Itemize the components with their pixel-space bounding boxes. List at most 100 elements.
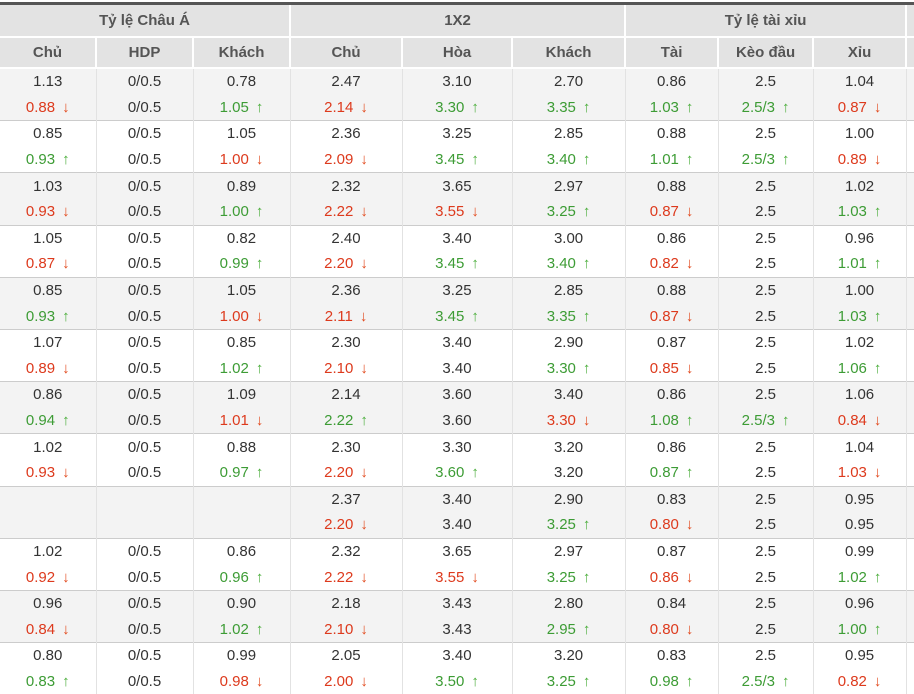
trend-down-icon: ↓ [360,98,368,116]
odds-value: 1.01 [837,255,867,273]
odds-value: 0.99 [226,647,257,665]
odds-value: 3.35 [546,307,576,325]
table-edge-spacer [906,328,914,356]
odds-value: 3.45 [435,151,465,169]
odds-cell: 1.00 ↓ [193,146,291,173]
odds-cell: 0.87 ↑ [625,459,719,486]
odds-value: 0.96 [844,229,875,247]
odds-cell: 3.45 ↑ [402,303,513,330]
odds-cell: 1.03 ↓ [813,459,907,486]
odds-cell: 3.25 [402,120,513,147]
odds-cell: 0.88 [193,433,291,460]
odds-cell: 0/0.5 [96,668,194,694]
odds-value: 1.03 [33,177,63,195]
odds-value: 2.5 [755,307,776,325]
odds-cell: 2.85 [512,276,626,304]
table-edge-spacer [906,459,914,486]
odds-cell: 0.87 ↓ [625,198,719,226]
odds-cell [0,485,97,513]
odds-cell: 1.05 [193,120,291,147]
odds-value: 0.82 [226,229,257,247]
odds-cell: 3.40 ↑ [512,146,626,173]
odds-value: 3.55 [435,568,465,586]
odds-row-line: 0.93 ↑ 0/0.5 1.00 ↓ 2.11 ↓ 3.45 ↑ 3.35 ↑ 0.87 ↓ 2.5 1.… [0,303,914,330]
odds-value: 1.06 [837,359,867,377]
odds-value: 2.5 [755,177,776,195]
odds-cell: 0.90 [193,589,291,617]
odds-value: 0/0.5 [127,647,162,665]
odds-value: 1.02 [219,359,249,377]
odds-cell: 3.35 ↑ [512,303,626,330]
odds-cell: 0/0.5 [96,616,194,643]
odds-cell: 0.82 ↓ [813,668,907,694]
odds-value: 0.83 [25,672,56,690]
odds-cell [96,512,194,539]
odds-cell: 2.36 [290,276,403,304]
odds-value: 0/0.5 [127,568,162,586]
odds-cell: 3.40 [402,328,513,356]
odds-cell: 0/0.5 [96,67,194,95]
odds-value: 0.99 [844,542,875,560]
odds-value: 2.5 [755,386,776,404]
odds-cell: 0.80 [0,642,97,669]
odds-value: 2.5 [755,229,776,247]
col-header-under: Xỉu [813,37,908,69]
odds-value: 0.88 [656,177,687,195]
trend-down-icon: ↓ [360,672,368,690]
odds-value: 3.60 [442,412,472,430]
table-edge-spacer [906,537,914,565]
odds-value: 1.02 [837,568,867,586]
trend-up-icon: ↑ [873,307,882,325]
odds-cell: 0.87 [625,537,719,565]
trend-up-icon: ↑ [471,464,479,482]
odds-row-line: 1.02 0/0.5 0.86 2.32 3.65 2.97 0.87 2.5 0.99 [0,537,914,565]
odds-value: 1.05 [226,282,257,300]
odds-cell: 3.10 [402,67,513,95]
odds-value: 2.11 [324,307,353,325]
group-header-asian-odds: Tỷ lệ Châu Á [0,3,292,38]
odds-cell: 3.40 [402,642,513,669]
trend-up-icon: ↑ [255,464,264,482]
odds-value: 1.01 [649,151,679,169]
odds-value: 2.97 [553,542,584,560]
table-edge-spacer [906,172,914,199]
odds-value: 0.88 [226,438,257,456]
odds-cell: 2.70 [512,67,626,95]
odds-value: 3.60 [442,386,472,404]
odds-cell: 2.22 ↑ [290,407,403,434]
odds-value: 1.02 [219,620,249,638]
odds-value: 2.5/3 [741,151,775,169]
odds-cell: 1.02 [813,328,907,356]
odds-cell: 3.40 [402,355,513,382]
table-edge-spacer [906,616,914,643]
odds-value: 2.10 [324,359,354,377]
odds-cell: 0/0.5 [96,459,194,486]
trend-down-icon: ↓ [873,672,882,690]
odds-value: 0.85 [649,359,679,377]
trend-up-icon: ↑ [582,98,591,116]
odds-cell: 1.03 ↑ [813,198,907,226]
odds-value: 0.85 [226,334,257,352]
odds-value: 0/0.5 [127,73,162,91]
odds-cell: 1.07 [0,328,97,356]
odds-cell: 3.45 ↑ [402,251,513,278]
odds-cell: 1.02 [0,433,97,460]
odds-value: 2.5/3 [741,98,775,116]
odds-value: 0.88 [656,125,687,143]
odds-row-line: 0.86 0/0.5 1.09 2.14 3.60 3.40 0.86 2.5 1.06 [0,381,914,408]
trend-down-icon: ↓ [255,151,264,169]
odds-cell: 2.5 [718,433,814,460]
odds-cell: 3.65 [402,172,513,199]
odds-value: 2.14 [324,98,354,116]
odds-value: 0.87 [837,98,867,116]
odds-value: 0.86 [656,438,687,456]
odds-cell: 0.95 [813,642,907,669]
odds-value: 0.86 [649,568,679,586]
odds-cell: 0.97 ↑ [193,459,291,486]
odds-value: 3.20 [553,464,584,482]
column-header-row: Chủ HDP Khách Chủ Hòa Khách Tài Kèo đầu … [0,37,914,69]
trend-up-icon: ↑ [873,620,882,638]
odds-value: 2.5 [755,516,776,534]
odds-cell: 2.5 [718,172,814,199]
